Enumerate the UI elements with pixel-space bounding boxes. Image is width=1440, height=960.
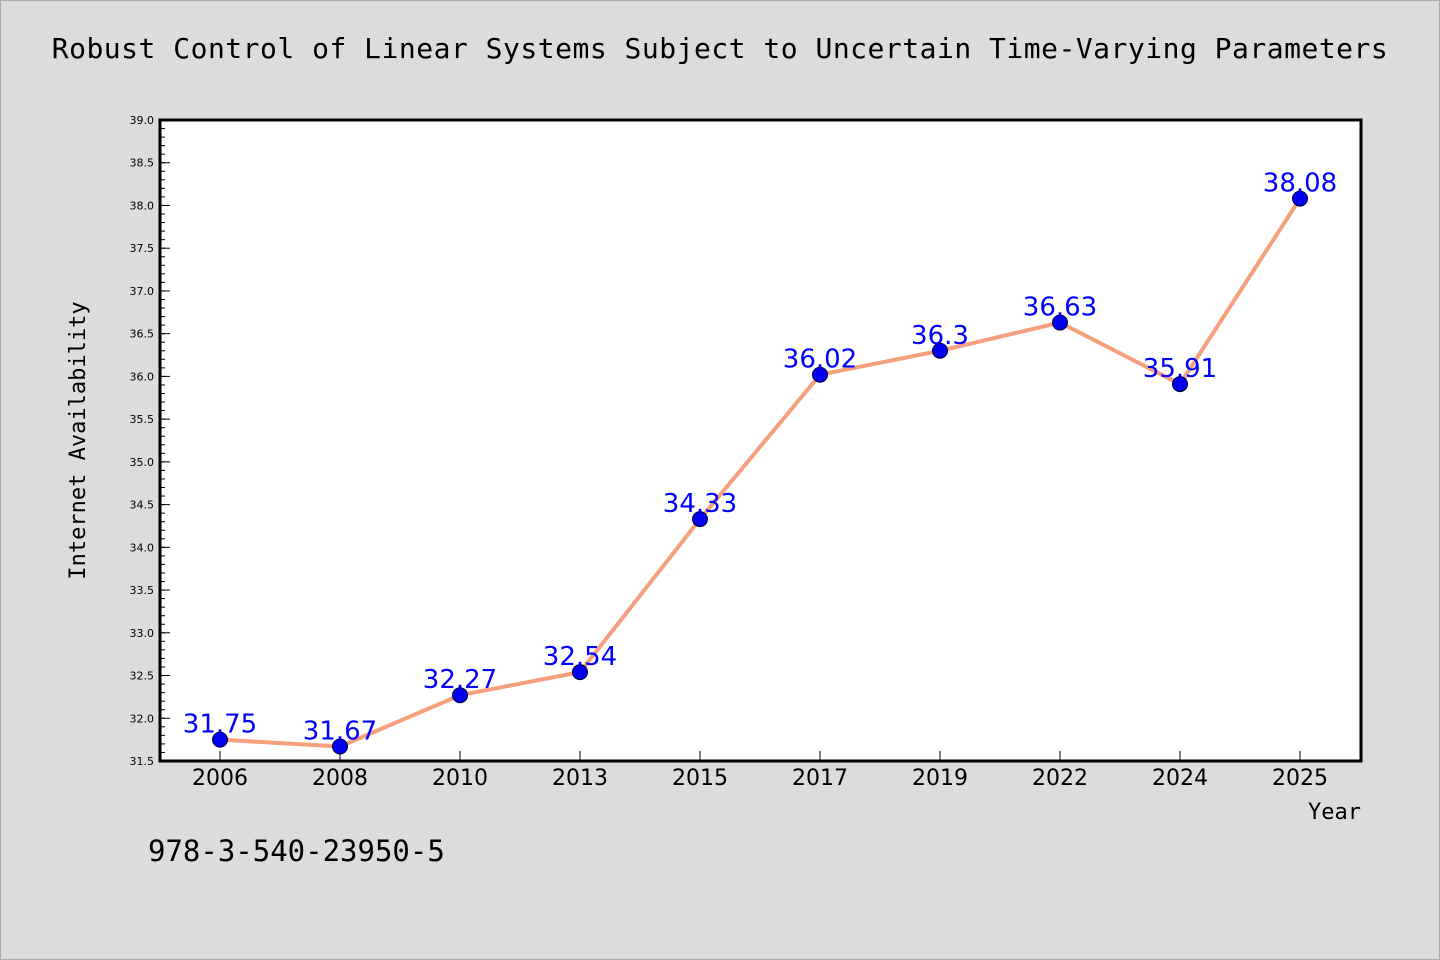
x-tick-label: 2010 <box>432 766 488 791</box>
data-label: 36.02 <box>783 345 857 375</box>
isbn-text: 978-3-540-23950-5 <box>148 834 445 868</box>
data-point <box>212 731 228 748</box>
x-tick-label: 2008 <box>312 766 368 791</box>
y-tick-label: 32.5 <box>130 670 155 683</box>
data-point <box>1292 190 1308 207</box>
y-tick-label: 33.0 <box>130 627 155 640</box>
data-label: 36.63 <box>1023 293 1097 323</box>
data-point <box>692 511 708 528</box>
x-axis-label: Year <box>1308 800 1361 825</box>
y-tick-label: 38.0 <box>130 199 155 212</box>
y-tick-label: 37.0 <box>130 285 155 298</box>
x-tick-label: 2017 <box>792 766 848 791</box>
y-tick-label: 31.5 <box>130 755 155 768</box>
data-label: 31.75 <box>183 710 257 740</box>
y-tick-label: 32.0 <box>130 712 155 725</box>
y-tick-label: 36.5 <box>130 328 155 341</box>
series-markers <box>212 190 1308 755</box>
x-axis-ticks: 2006 2008 2010 2013 2015 2017 2019 2022 2024 2025 <box>192 751 1328 791</box>
data-point <box>572 664 588 681</box>
data-label: 31.67 <box>303 716 377 746</box>
y-tick-label: 34.5 <box>130 499 155 512</box>
y-axis-ticks: 31.5 32.0 32.5 33.0 33.5 34.0 34.5 35.0 35.5 36.0… <box>130 114 170 768</box>
y-tick-label: 35.5 <box>130 413 155 426</box>
data-label: 32.27 <box>423 665 497 695</box>
data-point <box>1172 376 1188 393</box>
data-labels: 31.75 31.67 32.27 32.54 34.33 36.02 36.3 36.63 3… <box>183 169 1337 747</box>
x-tick-label: 2025 <box>1272 766 1328 791</box>
data-label: 38.08 <box>1263 169 1337 199</box>
x-tick-label: 2013 <box>552 766 608 791</box>
data-point <box>332 738 348 755</box>
data-point <box>452 687 468 704</box>
x-tick-label: 2024 <box>1152 766 1208 791</box>
data-point <box>812 366 828 383</box>
series-line <box>219 197 1302 749</box>
data-point <box>1052 314 1068 331</box>
data-point <box>932 342 948 359</box>
data-label: 34.33 <box>663 489 737 519</box>
plot-area <box>160 120 1361 761</box>
y-tick-label: 33.5 <box>130 584 155 597</box>
x-tick-label: 2015 <box>672 766 728 791</box>
y-tick-label: 34.0 <box>130 541 155 554</box>
y-axis-label: Internet Availability <box>66 301 91 579</box>
x-tick-label: 2022 <box>1032 766 1088 791</box>
y-tick-label: 39.0 <box>130 114 155 127</box>
y-tick-label: 37.5 <box>130 242 155 255</box>
y-tick-label: 38.5 <box>130 157 155 170</box>
x-tick-label: 2006 <box>192 766 248 791</box>
y-tick-label: 35.0 <box>130 456 155 469</box>
chart-title: Robust Control of Linear Systems Subject… <box>51 32 1389 65</box>
data-label: 32.54 <box>543 642 617 672</box>
x-tick-label: 2019 <box>912 766 968 791</box>
plot-border <box>158 118 1363 763</box>
data-label: 36.3 <box>911 321 969 351</box>
data-label: 35.91 <box>1143 354 1217 384</box>
y-tick-label: 36.0 <box>130 370 155 383</box>
